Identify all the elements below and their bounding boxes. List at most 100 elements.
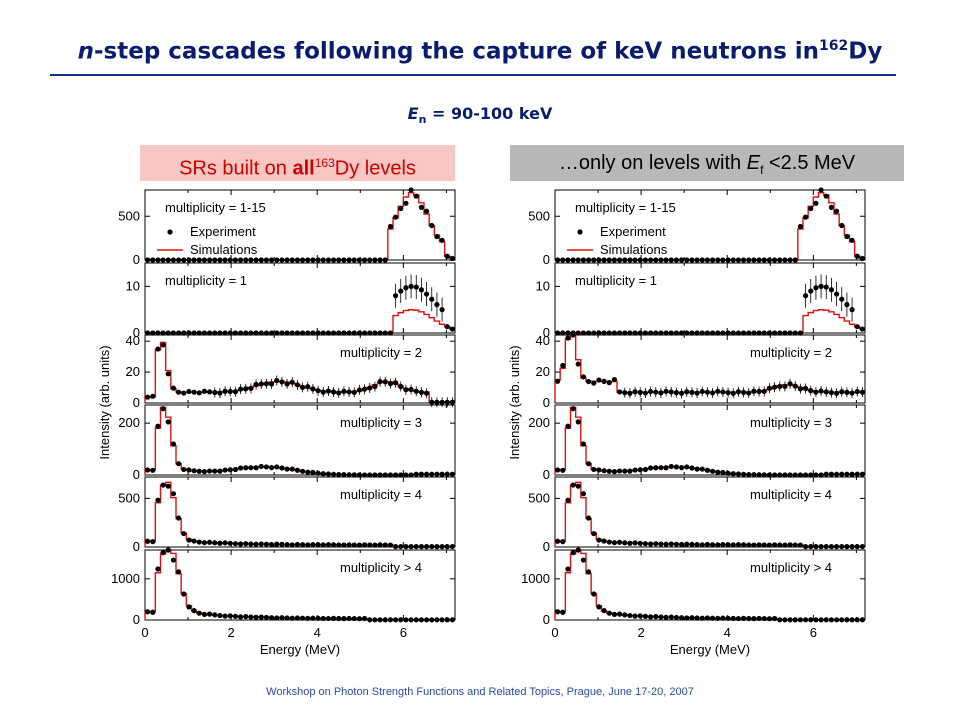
experiment-point bbox=[387, 617, 394, 623]
experiment-point bbox=[792, 383, 798, 389]
experiment-point bbox=[554, 609, 561, 615]
experiment-point bbox=[859, 326, 866, 332]
experiment-point bbox=[434, 302, 440, 308]
experiment-point bbox=[808, 472, 814, 478]
experiment-point bbox=[367, 617, 373, 623]
experiment-point bbox=[761, 542, 767, 548]
experiment-point bbox=[792, 542, 798, 548]
experiment-point bbox=[585, 378, 592, 385]
experiment-point bbox=[813, 285, 819, 291]
y-tick-label: 10 bbox=[126, 278, 140, 293]
y-tick-label: 10 bbox=[536, 278, 550, 293]
experiment-point bbox=[828, 471, 835, 477]
experiment-point bbox=[382, 617, 388, 623]
experiment-point bbox=[299, 542, 306, 548]
experiment-point bbox=[268, 330, 275, 336]
experiment-point bbox=[181, 530, 187, 537]
y-tick-label: 0 bbox=[543, 467, 550, 482]
experiment-point bbox=[377, 472, 383, 478]
panel-label: multiplicity = 2 bbox=[750, 345, 832, 360]
experiment-point bbox=[699, 388, 705, 395]
experiment-point bbox=[684, 615, 690, 621]
experiment-point bbox=[263, 330, 270, 336]
experiment-point bbox=[678, 257, 685, 263]
experiment-point bbox=[248, 614, 254, 620]
experiment-point bbox=[839, 222, 845, 229]
experiment-point bbox=[243, 465, 249, 471]
experiment-point bbox=[175, 257, 182, 263]
experiment-point bbox=[387, 330, 394, 336]
experiment-point bbox=[802, 544, 809, 550]
experiment-point bbox=[284, 257, 290, 263]
experiment-point bbox=[854, 617, 860, 623]
experiment-point bbox=[243, 541, 249, 547]
experiment-point bbox=[751, 388, 757, 394]
experiment-point bbox=[823, 193, 829, 199]
experiment-point bbox=[746, 471, 752, 478]
experiment-point bbox=[802, 385, 809, 392]
experiment-point bbox=[622, 540, 628, 546]
experiment-point bbox=[310, 330, 316, 336]
experiment-point bbox=[294, 330, 301, 336]
experiment-point bbox=[601, 538, 607, 544]
experiment-point bbox=[585, 515, 592, 521]
experiment-point bbox=[372, 472, 378, 478]
experiment-point bbox=[310, 541, 316, 548]
experiment-point bbox=[575, 483, 581, 489]
experiment-point bbox=[392, 214, 399, 220]
experiment-point bbox=[377, 330, 383, 336]
x-tick-label: 6 bbox=[810, 625, 817, 640]
y-tick-label: 500 bbox=[118, 208, 140, 223]
experiment-point bbox=[191, 538, 197, 544]
experiment-point bbox=[351, 615, 357, 622]
experiment-point bbox=[818, 544, 824, 550]
experiment-point bbox=[212, 540, 218, 546]
experiment-point bbox=[735, 389, 742, 395]
experiment-point bbox=[423, 471, 430, 477]
experiment-point bbox=[616, 468, 623, 474]
experiment-point bbox=[361, 615, 368, 622]
experiment-point bbox=[444, 544, 450, 550]
panel-1: 0 500 multiplicity = 1-15 Experiment Simulat… bbox=[118, 187, 456, 267]
energy-sub: n bbox=[418, 113, 427, 127]
experiment-point bbox=[735, 257, 742, 263]
experiment-point bbox=[689, 330, 695, 336]
experiment-point bbox=[160, 482, 166, 488]
experiment-point bbox=[439, 544, 445, 550]
experiment-point bbox=[782, 472, 788, 478]
x-tick-label: 0 bbox=[551, 625, 558, 640]
experiment-point bbox=[596, 537, 602, 543]
experiment-point bbox=[181, 390, 187, 396]
experiment-point bbox=[601, 378, 607, 384]
experiment-point bbox=[575, 547, 581, 553]
experiment-point bbox=[227, 330, 233, 336]
experiment-point bbox=[792, 472, 798, 478]
experiment-point bbox=[196, 390, 202, 396]
experiment-point bbox=[351, 472, 357, 478]
experiment-point bbox=[560, 330, 566, 336]
experiment-point bbox=[647, 614, 654, 620]
experiment-point bbox=[217, 468, 223, 474]
panel-frame bbox=[144, 476, 456, 548]
experiment-point bbox=[663, 330, 669, 336]
experiment-point bbox=[356, 387, 363, 393]
experiment-point bbox=[429, 222, 435, 229]
experiment-point bbox=[170, 441, 177, 447]
experiment-point bbox=[305, 257, 311, 263]
experiment-point bbox=[408, 544, 414, 550]
experiment-point bbox=[217, 330, 223, 336]
experiment-point bbox=[341, 472, 347, 478]
experiment-point bbox=[833, 544, 840, 550]
experiment-point bbox=[232, 257, 239, 263]
experiment-point bbox=[170, 385, 177, 391]
experiment-point bbox=[565, 335, 571, 341]
experiment-point bbox=[232, 466, 239, 473]
experiment-point bbox=[601, 608, 607, 614]
y-tick-label: 20 bbox=[536, 364, 550, 379]
experiment-point bbox=[294, 541, 301, 548]
experiment-point bbox=[387, 472, 394, 478]
experiment-point bbox=[766, 616, 773, 622]
experiment-point bbox=[627, 612, 633, 619]
experiment-point bbox=[253, 381, 259, 388]
experiment-point bbox=[792, 617, 798, 623]
